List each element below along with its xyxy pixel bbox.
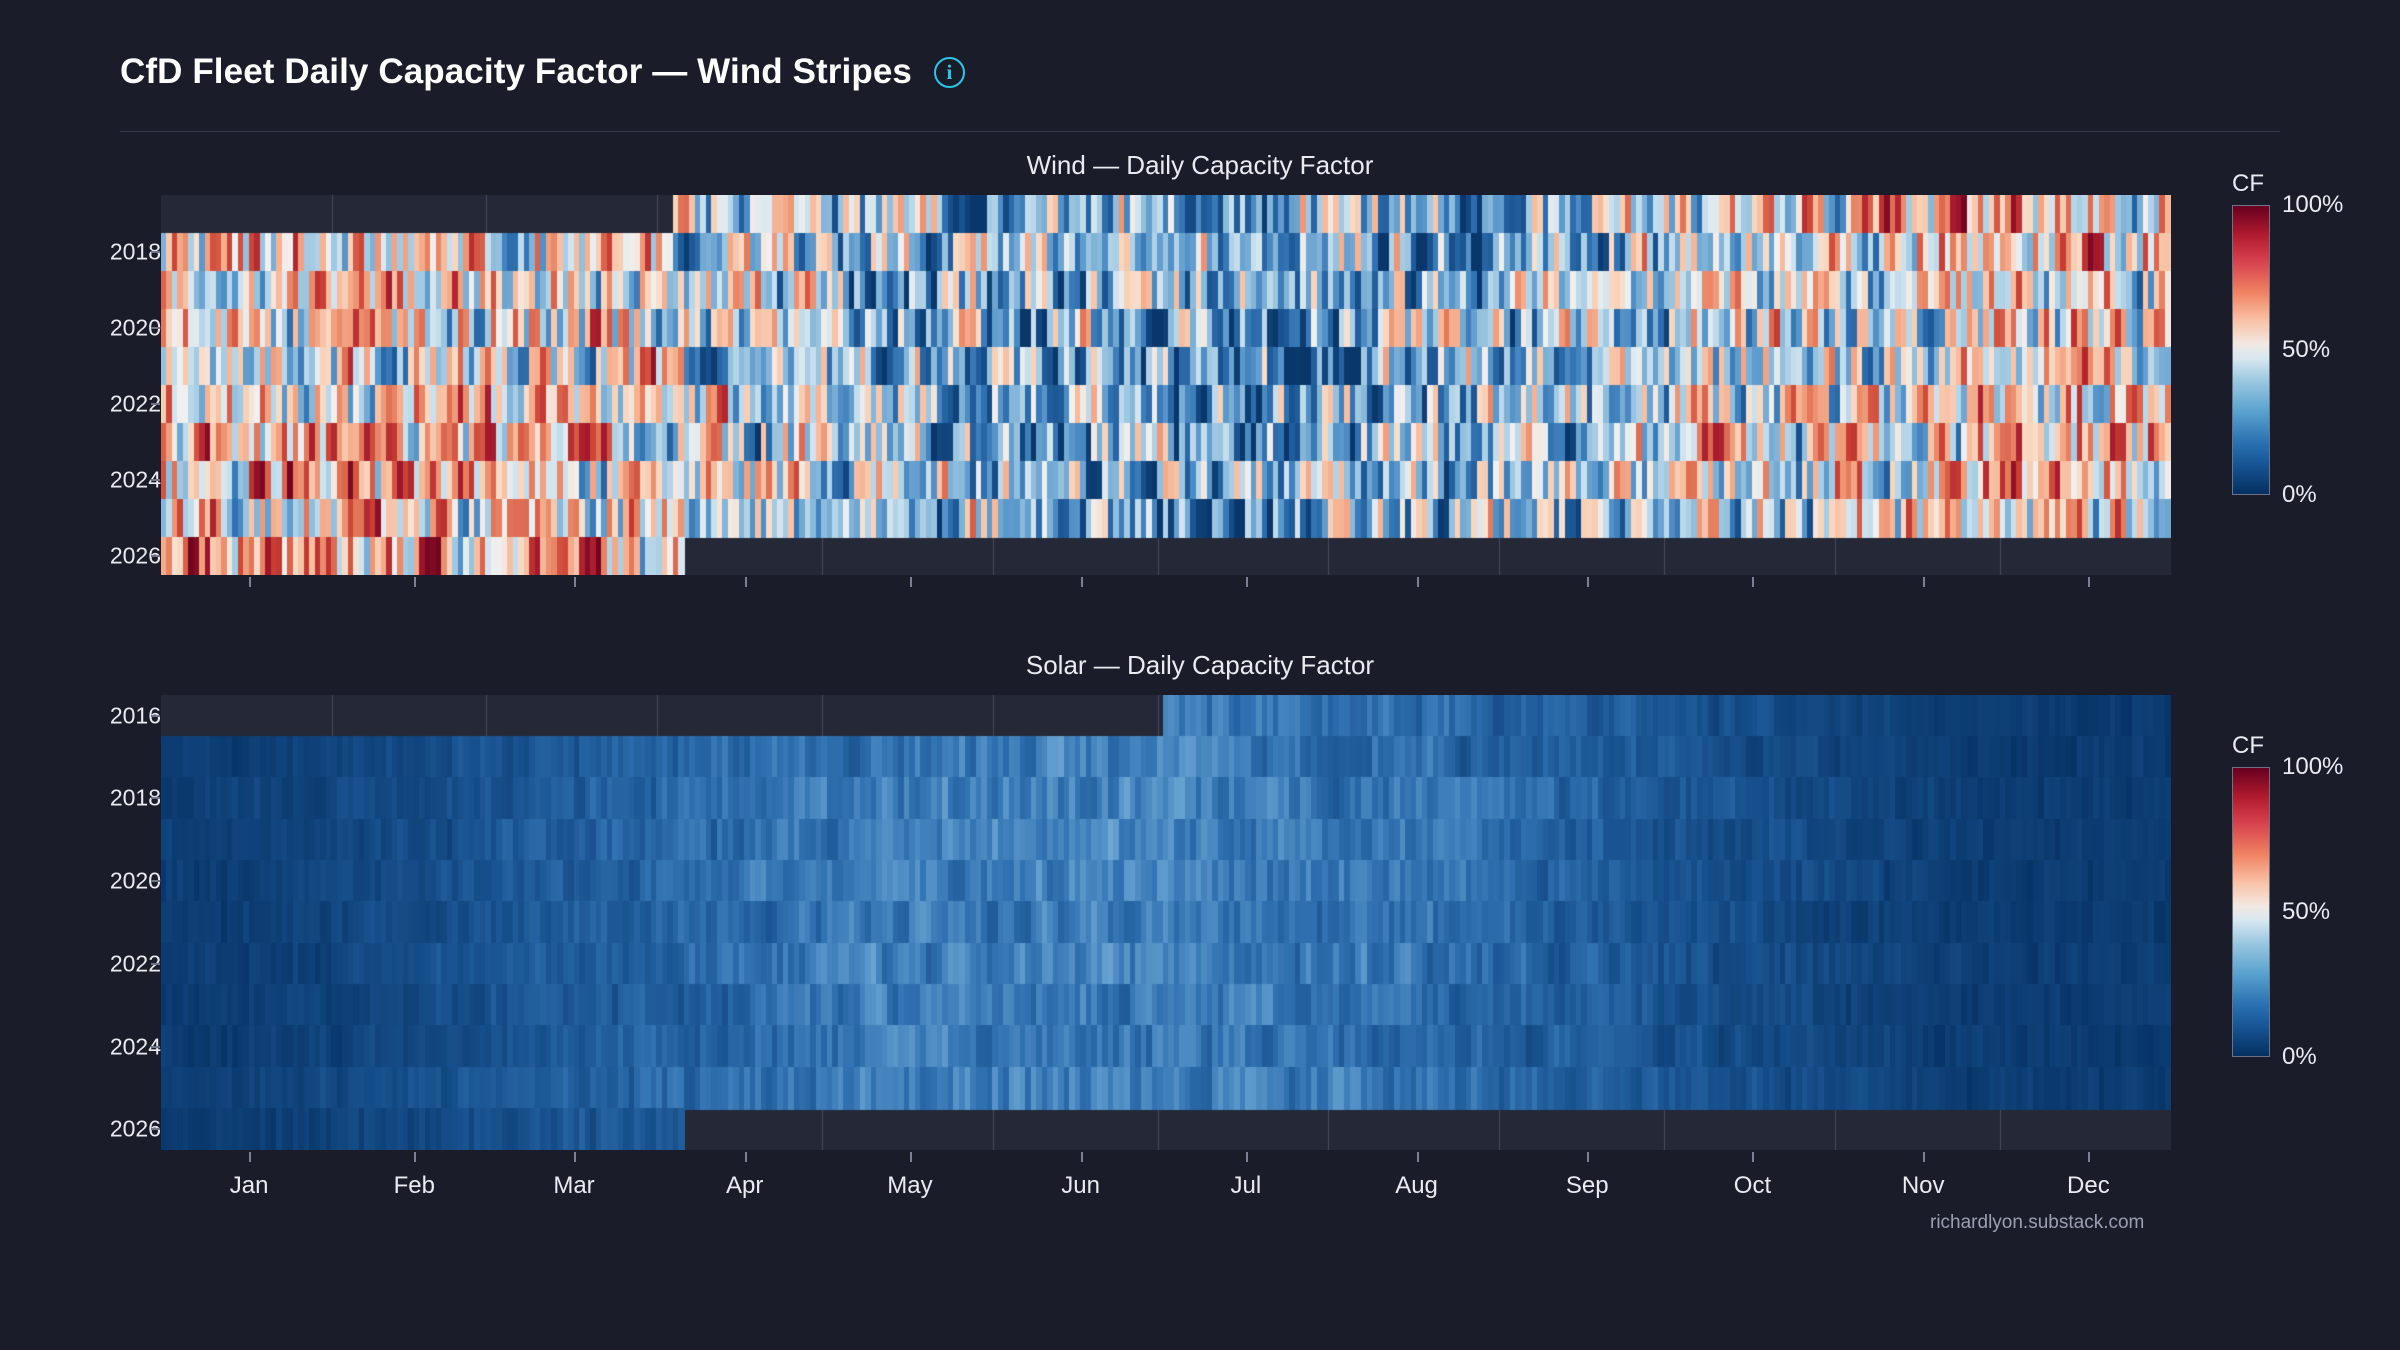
- solar-x-tick-mark: [249, 1152, 252, 1162]
- wind-x-tick-mark: [574, 577, 576, 587]
- page-header: CfD Fleet Daily Capacity Factor — Wind S…: [0, 0, 2400, 134]
- solar-colorbar-title: CF: [2232, 732, 2264, 759]
- x-tick-label-may: May: [887, 1172, 933, 1199]
- header-divider: [120, 131, 2280, 132]
- wind-y-tick-mark: [151, 251, 160, 253]
- solar-colorbar-gradient: [2232, 767, 2270, 1057]
- solar-y-tick-label: 2024: [109, 1033, 161, 1060]
- title-row: CfD Fleet Daily Capacity Factor — Wind S…: [120, 52, 965, 92]
- solar-y-tick-label: 2022: [109, 950, 161, 977]
- solar-y-tick-mark: [151, 1045, 160, 1048]
- x-tick-label-dec: Dec: [2067, 1172, 2110, 1199]
- info-circle-icon[interactable]: i: [933, 56, 965, 88]
- footer-credit: richardlyon.substack.com: [1930, 1212, 2145, 1233]
- x-tick-label-feb: Feb: [393, 1172, 435, 1199]
- solar-x-tick-mark: [1080, 1152, 1083, 1162]
- solar-heatmap-plot[interactable]: [161, 695, 2171, 1150]
- solar-colorbar-tick-min: 0%: [2282, 1043, 2317, 1070]
- solar-x-tick-mark: [574, 1152, 576, 1162]
- wind-colorbar-tick-min: 0%: [2282, 481, 2317, 508]
- wind-colorbar-tick-mid: 50%: [2282, 336, 2331, 363]
- solar-x-tick-mark: [744, 1152, 747, 1162]
- wind-x-tick-mark: [1923, 577, 1926, 587]
- solar-y-tick-mark: [151, 1128, 160, 1131]
- solar-y-tick-label: 2018: [109, 784, 161, 811]
- x-tick-label-aug: Aug: [1395, 1172, 1438, 1199]
- solar-y-tick-label: 2016: [109, 702, 161, 729]
- panel-wind-title: Wind — Daily Capacity Factor: [1026, 150, 1374, 180]
- wind-colorbar-tick-max: 100%: [2282, 191, 2344, 218]
- x-tick-label-nov: Nov: [1901, 1172, 1945, 1199]
- panel-wind: Wind — Daily Capacity Factor 2018 2020 202…: [0, 150, 2400, 640]
- wind-y-tick-mark: [151, 327, 160, 329]
- solar-y-tick-mark: [151, 714, 160, 717]
- wind-y-tick-label: 2020: [109, 314, 161, 341]
- x-tick-label-apr: Apr: [726, 1172, 764, 1199]
- wind-y-tick-mark: [151, 479, 160, 481]
- x-tick-label-jul: Jul: [1230, 1172, 1262, 1199]
- page-title: CfD Fleet Daily Capacity Factor — Wind S…: [120, 52, 912, 91]
- wind-y-tick-label: 2022: [109, 390, 161, 417]
- solar-y-tick-mark: [151, 880, 160, 883]
- solar-x-tick-mark: [414, 1152, 417, 1162]
- wind-x-tick-mark: [1416, 577, 1419, 587]
- wind-y-tick-mark: [151, 555, 160, 557]
- wind-heatmap-plot[interactable]: [161, 195, 2171, 575]
- solar-y-tick-label: 2020: [109, 867, 161, 894]
- wind-x-tick-mark: [1245, 577, 1248, 587]
- solar-colorbar-tick-mid: 50%: [2282, 898, 2331, 925]
- wind-heatmap-canvas: [161, 195, 2171, 575]
- x-tick-label-jan: Jan: [229, 1172, 269, 1199]
- solar-y-tick-label: 2026: [109, 1115, 161, 1142]
- wind-x-tick-mark: [2088, 577, 2091, 587]
- wind-x-tick-mark: [1587, 577, 1590, 587]
- solar-x-tick-mark: [909, 1152, 912, 1162]
- wind-y-tick-label: 2026: [109, 542, 161, 569]
- solar-x-tick-mark: [1245, 1152, 1248, 1162]
- wind-x-tick-mark: [909, 577, 912, 587]
- wind-x-tick-mark: [249, 577, 252, 587]
- solar-colorbar-tick-max: 100%: [2282, 753, 2344, 780]
- solar-x-tick-mark: [1416, 1152, 1419, 1162]
- x-tick-label-oct: Oct: [1733, 1172, 1772, 1199]
- solar-y-tick-mark: [151, 962, 160, 965]
- wind-y-tick-label: 2024: [109, 466, 161, 493]
- x-tick-label-sep: Sep: [1565, 1172, 1609, 1199]
- panel-solar-title: Solar — Daily Capacity Factor: [1025, 650, 1375, 680]
- wind-x-tick-mark: [1080, 577, 1083, 587]
- solar-x-tick-mark: [1923, 1152, 1926, 1162]
- wind-colorbar-gradient: [2232, 205, 2270, 495]
- solar-heatmap-canvas: [161, 695, 2171, 1150]
- solar-y-tick-mark: [151, 797, 160, 800]
- wind-y-tick-label: 2018: [109, 238, 161, 265]
- wind-colorbar-title: CF: [2232, 170, 2264, 197]
- wind-x-tick-mark: [1752, 577, 1755, 587]
- wind-y-tick-mark: [151, 403, 160, 405]
- panel-solar: Solar — Daily Capacity Factor 2016 2018 20…: [0, 650, 2400, 1199]
- x-tick-label-mar: Mar: [553, 1172, 595, 1199]
- solar-x-tick-mark: [1587, 1152, 1590, 1162]
- x-tick-label-jun: Jun: [1061, 1172, 1100, 1199]
- solar-x-tick-mark: [2088, 1152, 2091, 1162]
- solar-x-tick-mark: [1752, 1152, 1755, 1162]
- wind-x-tick-mark: [744, 577, 747, 587]
- wind-x-tick-mark: [414, 577, 417, 587]
